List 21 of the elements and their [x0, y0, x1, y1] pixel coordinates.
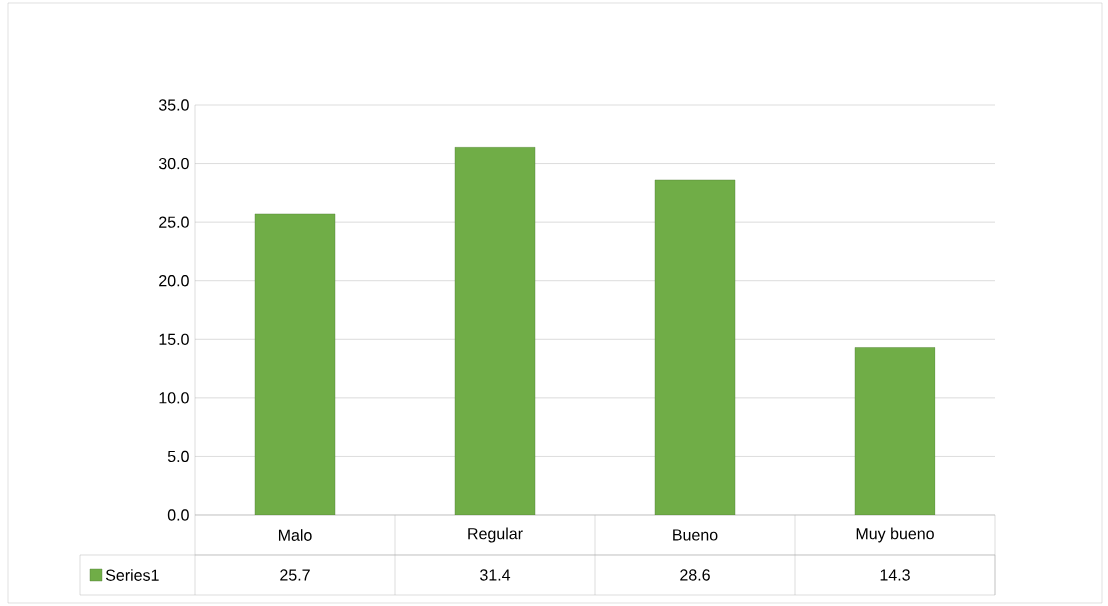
x-tick-label: Regular: [468, 527, 523, 543]
data-label: 31.4: [480, 569, 511, 581]
y-tick-label: 5.0: [167, 450, 189, 463]
bar: [654, 179, 736, 515]
y-tick-label: 30.0: [158, 157, 189, 170]
x-tick-label: Muy bueno: [856, 527, 934, 543]
legend-label: Series1: [105, 569, 159, 581]
y-tick-label: 15.0: [159, 333, 189, 345]
y-tick-label: 20.0: [159, 275, 189, 287]
y-tick-label: 35.0: [158, 99, 189, 111]
x-tick-label: Malo: [278, 529, 312, 541]
bar: [254, 213, 336, 515]
y-tick-label: 10.0: [159, 392, 189, 404]
data-label: 14.3: [880, 569, 910, 581]
y-tick-label: 25.0: [159, 216, 189, 228]
data-label: 25.7: [280, 569, 310, 581]
bar: [854, 347, 936, 515]
bar: [454, 146, 536, 515]
y-tick-label: 0.0: [167, 509, 189, 521]
data-label: 28.6: [680, 569, 710, 581]
x-tick-label: Bueno: [673, 529, 718, 541]
